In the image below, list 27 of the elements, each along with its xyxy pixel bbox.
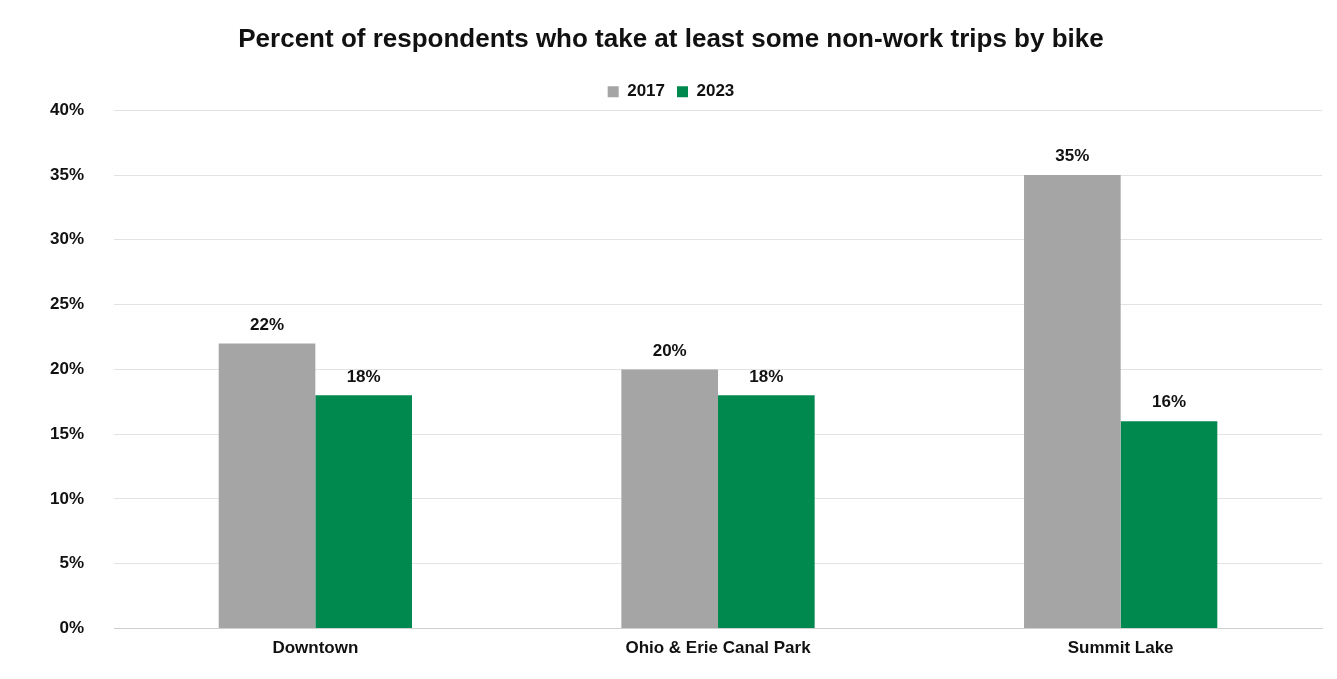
data-label: 18% <box>346 366 381 386</box>
x-tick-label: Downtown <box>272 638 359 658</box>
bar <box>1120 421 1218 629</box>
y-tick-label: 5% <box>59 553 85 573</box>
data-label: 20% <box>652 340 687 360</box>
y-tick-label: 25% <box>49 294 85 314</box>
y-tick-label: 10% <box>49 488 85 508</box>
legend-label: 2017 <box>627 81 666 101</box>
chart-title: Percent of respondents who take at least some non-work trips by bike <box>238 22 1104 53</box>
bar <box>718 395 815 629</box>
data-label: 35% <box>1055 146 1090 166</box>
x-tick-label: Ohio & Erie Canal Park <box>625 638 812 658</box>
y-tick-label: 35% <box>49 164 85 184</box>
bar <box>218 343 316 629</box>
x-tick-label: Summit Lake <box>1067 638 1174 658</box>
y-tick-label: 0% <box>59 618 85 638</box>
y-tick-label: 30% <box>49 229 85 249</box>
bar <box>621 369 719 629</box>
bar <box>1024 175 1121 629</box>
legend-label: 2023 <box>696 81 735 101</box>
y-tick-label: 20% <box>49 359 85 379</box>
data-label: 22% <box>250 314 285 334</box>
y-tick-label: 40% <box>49 99 85 119</box>
bar <box>315 395 412 629</box>
y-tick-label: 15% <box>49 423 85 443</box>
data-label: 18% <box>749 366 784 386</box>
data-label: 16% <box>1151 392 1187 412</box>
